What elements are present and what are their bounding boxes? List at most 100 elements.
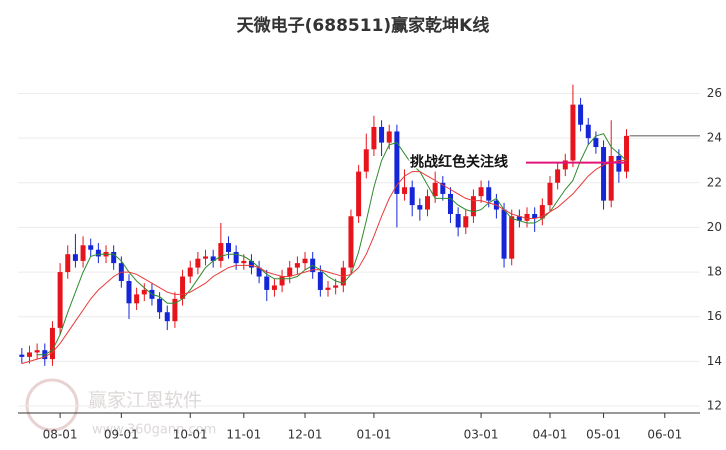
candle-body	[578, 104, 584, 125]
y-tick-label: 14	[707, 354, 722, 368]
chart-title: 天微电子(688511)赢家乾坤K线	[237, 15, 490, 36]
x-tick-label: 01-01	[356, 428, 391, 442]
candle-body	[210, 256, 216, 261]
y-tick-label: 16	[707, 309, 722, 323]
candle-body	[72, 254, 78, 261]
candle-body	[532, 214, 538, 219]
candle-body	[478, 187, 484, 197]
candle-body	[187, 267, 193, 277]
candle-body	[417, 205, 423, 210]
candle-body	[601, 147, 607, 201]
candle-body	[65, 254, 71, 273]
candle-body	[470, 196, 476, 217]
candle-body	[555, 169, 561, 183]
candle-body	[294, 263, 300, 268]
candle-body	[141, 289, 147, 295]
candle-body	[180, 276, 186, 299]
candle-body	[624, 135, 630, 172]
candle-body	[317, 272, 323, 290]
x-tick-label: 06-01	[647, 428, 682, 442]
candle-body	[26, 352, 32, 357]
candle-body	[409, 187, 415, 206]
candle-body	[486, 187, 492, 201]
candle-body	[509, 216, 515, 259]
candle-body	[264, 276, 270, 290]
candle-body	[256, 267, 262, 277]
candle-body	[363, 149, 369, 172]
y-tick-label: 12	[707, 399, 722, 413]
candle-body	[333, 285, 339, 288]
candle-body	[386, 131, 392, 143]
candle-body	[302, 258, 308, 264]
candle-body	[379, 126, 385, 143]
candle-body	[203, 256, 209, 259]
y-tick-label: 26	[707, 86, 722, 100]
candle-body	[562, 160, 568, 170]
candle-body	[287, 267, 293, 277]
candle-body	[19, 354, 25, 357]
candle-body	[425, 196, 431, 210]
x-tick-label: 09-01	[104, 428, 139, 442]
y-tick-label: 22	[707, 175, 722, 189]
candle-body	[271, 285, 277, 290]
candle-body	[402, 187, 408, 194]
candle-body	[608, 155, 614, 201]
x-tick-label: 04-01	[533, 428, 568, 442]
x-tick-label: 05-01	[586, 428, 621, 442]
candle-body	[49, 327, 55, 360]
y-tick-label: 24	[707, 131, 722, 145]
candle-body	[455, 214, 461, 228]
candle-body	[134, 294, 140, 304]
candle-body	[241, 260, 247, 264]
moving-average-line	[21, 160, 627, 365]
candle-body	[95, 249, 101, 257]
candle-body	[394, 131, 400, 194]
candle-body	[248, 260, 254, 268]
x-tick-label: 12-01	[288, 428, 323, 442]
annotation-text: 挑战红色关注线	[410, 154, 508, 171]
x-tick-label: 11-01	[226, 428, 261, 442]
y-tick-label: 18	[707, 265, 722, 279]
candle-body	[126, 280, 132, 304]
y-tick-label: 20	[707, 220, 722, 234]
candle-body	[195, 258, 201, 268]
candle-body	[440, 182, 446, 194]
watermark-logo	[25, 378, 79, 432]
x-tick-label: 10-01	[173, 428, 208, 442]
candle-body	[432, 182, 438, 197]
candle-body	[348, 216, 354, 268]
moving-average-line	[37, 133, 627, 356]
candle-body	[57, 272, 63, 328]
watermark-url: www.360gann.com	[92, 423, 216, 438]
candle-body	[80, 245, 86, 261]
candle-body	[164, 312, 170, 322]
candle-body	[585, 124, 591, 139]
candle-body	[516, 216, 522, 221]
candle-body	[547, 182, 553, 206]
candle-body	[218, 243, 224, 261]
candle-body	[371, 126, 377, 150]
candle-body	[463, 216, 469, 228]
candle-body	[34, 350, 40, 353]
candle-body	[356, 171, 362, 217]
candle-body	[88, 245, 94, 250]
candle-body	[593, 138, 599, 148]
candle-body	[325, 287, 331, 290]
x-tick-label: 08-01	[43, 428, 78, 442]
candle-body	[157, 298, 163, 313]
x-tick-label: 03-01	[464, 428, 499, 442]
candle-body	[616, 155, 622, 172]
candle-body	[225, 243, 231, 252]
candle-body	[447, 193, 453, 215]
candle-body	[570, 104, 576, 161]
candle-body	[524, 214, 530, 221]
candle-body	[111, 251, 117, 264]
watermark-name: 赢家江恩软件	[88, 390, 202, 412]
candle-body	[279, 276, 285, 286]
candle-body	[539, 205, 545, 219]
candle-body	[501, 209, 507, 259]
candle-body	[172, 298, 178, 322]
candle-body	[233, 251, 239, 264]
